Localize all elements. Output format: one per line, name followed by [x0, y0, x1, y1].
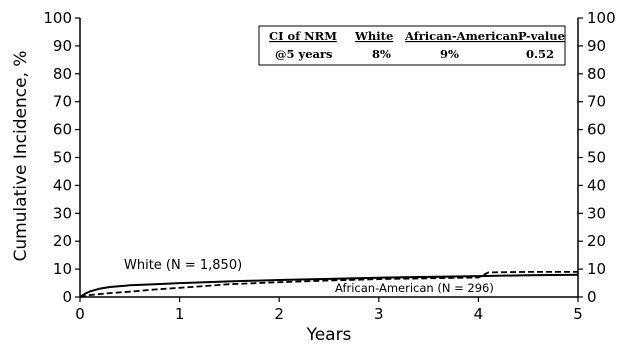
- table-header: African-American: [404, 29, 519, 43]
- y-tick-label: 20: [53, 232, 72, 250]
- y-axis-title: Cumulative Incidence, %: [11, 50, 31, 261]
- y-tick-label: 60: [53, 121, 72, 139]
- table-header: P-value: [518, 29, 565, 43]
- x-tick-label: 5: [573, 305, 583, 323]
- x-tick-label: 1: [175, 305, 185, 323]
- y-right-tick-label: 90: [587, 37, 606, 55]
- y-tick-label: 100: [43, 9, 72, 27]
- table-cell: 0.52: [526, 47, 554, 61]
- table-header: CI of NRM: [269, 29, 337, 43]
- y-tick-label: 90: [53, 37, 72, 55]
- y-tick-label: 70: [53, 93, 72, 111]
- series-line-african-american: [79, 271, 578, 298]
- x-tick-label: 0: [75, 305, 85, 323]
- summary-table-box: [258, 25, 566, 66]
- y-axis-left: 0 10 20 30 40 50 60 70 80 90 100: [43, 9, 81, 306]
- y-right-tick-label: 80: [587, 65, 606, 83]
- x-axis: 0 1 2 3 4 5: [75, 296, 583, 323]
- table-cell: 9%: [440, 47, 459, 61]
- y-right-tick-label: 100: [587, 9, 616, 27]
- x-tick-label: 3: [374, 305, 384, 323]
- y-tick-label: 10: [53, 260, 72, 278]
- x-axis-title: Years: [306, 325, 352, 345]
- series-line-white: [79, 273, 579, 298]
- y-right-tick-label: 0: [587, 288, 597, 306]
- y-right-tick-label: 20: [587, 232, 606, 250]
- y-tick-label: 40: [53, 176, 72, 194]
- series-label-white: White (N = 1,850): [124, 258, 242, 273]
- y-tick-label: 30: [53, 204, 72, 222]
- y-right-tick-label: 10: [587, 260, 606, 278]
- x-tick-label: 4: [474, 305, 484, 323]
- x-tick-label: 2: [274, 305, 284, 323]
- y-tick-label: 50: [53, 149, 72, 167]
- series-lines: [79, 271, 579, 298]
- y-right-tick-label: 70: [587, 93, 606, 111]
- y-tick-label: 0: [62, 288, 72, 306]
- y-right-tick-label: 30: [587, 204, 606, 222]
- series-label-african-american: African-American (N = 296): [335, 281, 494, 295]
- y-right-tick-label: 60: [587, 121, 606, 139]
- table-cell: 8%: [372, 47, 391, 61]
- y-right-tick-label: 40: [587, 176, 606, 194]
- y-axis-right: 0 10 20 30 40 50 60 70 80 90 100: [577, 9, 616, 306]
- y-right-tick-label: 50: [587, 149, 606, 167]
- table-cell: @5 years: [275, 47, 333, 61]
- table-header: White: [354, 29, 393, 43]
- y-tick-label: 80: [53, 65, 72, 83]
- summary-table: CI of NRM White African-American P-value @5 …: [258, 25, 566, 66]
- annotations: White (N = 1,850) African-American (N = 2…: [124, 258, 494, 295]
